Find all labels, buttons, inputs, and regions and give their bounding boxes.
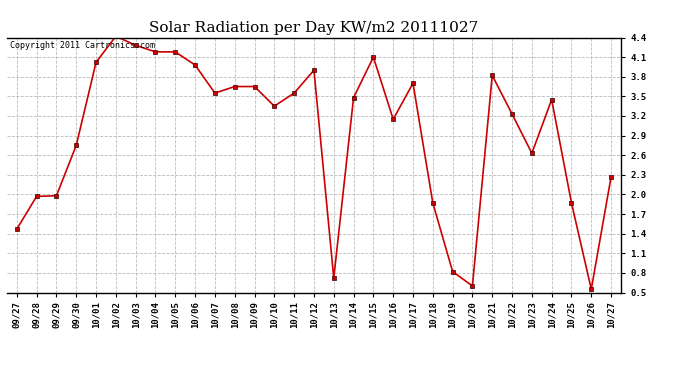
Title: Solar Radiation per Day KW/m2 20111027: Solar Radiation per Day KW/m2 20111027 [149,21,479,35]
Text: Copyright 2011 Cartronics.com: Copyright 2011 Cartronics.com [10,41,155,50]
